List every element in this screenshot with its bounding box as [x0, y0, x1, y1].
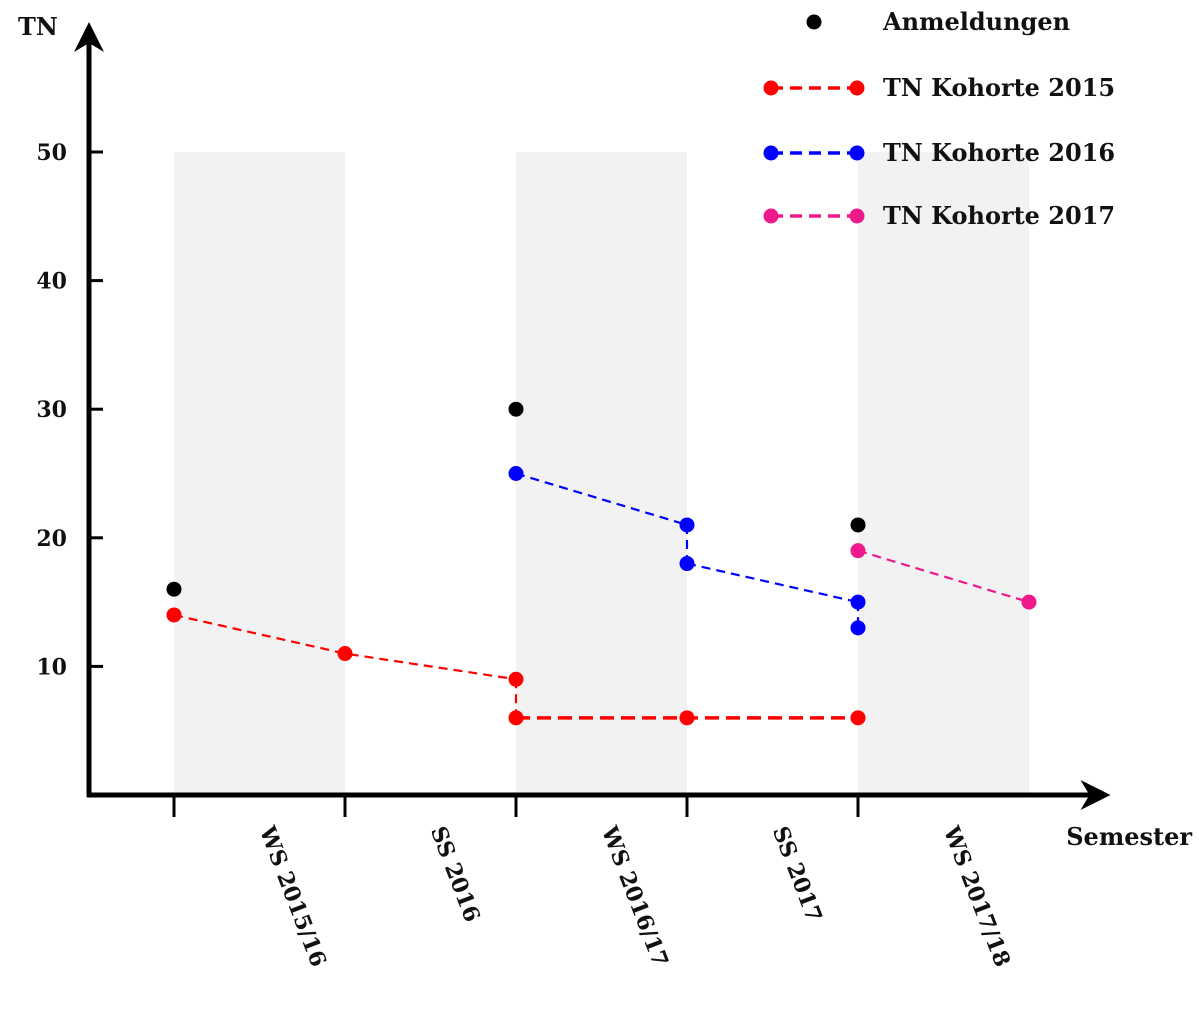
- y-tick-label-50: 50: [36, 140, 67, 166]
- legend-item-3: TN Kohorte 2017: [763, 201, 1115, 230]
- legend-marker-start-3: [763, 208, 779, 224]
- band-0: [174, 152, 345, 795]
- legend-label-3: TN Kohorte 2017: [883, 201, 1115, 230]
- legend-marker-end-2: [849, 145, 865, 161]
- y-tick-label-20: 20: [36, 526, 67, 552]
- series-1-point-5: [850, 710, 866, 726]
- legend-label-0: Anmeldungen: [882, 7, 1070, 36]
- legend: Anmeldungen TN Kohorte 2015 TN Kohorte 201…: [763, 7, 1115, 230]
- x-tick-label-0: WS 2015/16: [254, 822, 332, 971]
- legend-marker-0: [806, 14, 822, 30]
- legend-item-0: Anmeldungen: [806, 7, 1070, 36]
- legend-label-1: TN Kohorte 2015: [883, 73, 1115, 102]
- series-2-point-1: [679, 517, 695, 533]
- x-tick-label-3: SS 2017: [767, 823, 827, 926]
- legend-item-2: TN Kohorte 2016: [763, 138, 1115, 167]
- x-axis-title: Semester: [1066, 822, 1192, 851]
- series-2-point-4: [850, 620, 866, 636]
- legend-item-1: TN Kohorte 2015: [763, 73, 1115, 102]
- series-3: [850, 543, 1037, 610]
- series-2-point-2: [679, 556, 695, 572]
- axes: [74, 22, 1111, 810]
- series-0-point-2: [850, 517, 866, 533]
- background-bands: [174, 152, 1029, 795]
- y-tick-label-30: 30: [36, 397, 67, 423]
- series-0-point-0: [166, 581, 182, 597]
- legend-marker-start-2: [763, 145, 779, 161]
- band-1: [516, 152, 687, 795]
- x-tick-label-2: WS 2016/17: [596, 822, 674, 971]
- y-tick-label-40: 40: [36, 269, 67, 295]
- series-1-point-0: [166, 607, 182, 623]
- series-2-point-3: [850, 594, 866, 610]
- series-3-point-1: [1021, 594, 1037, 610]
- legend-marker-end-1: [849, 80, 865, 96]
- series-1-segment-0: [173, 613, 517, 681]
- series-3-point-0: [850, 543, 866, 559]
- series-1-point-2: [508, 671, 524, 687]
- y-tick-label-10: 10: [36, 654, 67, 680]
- y-axis-title: TN: [18, 12, 58, 41]
- legend-marker-start-1: [763, 80, 779, 96]
- x-ticks: WS 2015/16 SS 2016 WS 2016/17 SS 2017 WS 201…: [172, 795, 1016, 971]
- y-ticks: 10 20 30 40 50: [36, 140, 103, 680]
- series-1-point-1: [337, 646, 353, 662]
- series-1: [166, 607, 866, 726]
- x-tick-label-1: SS 2016: [425, 823, 485, 926]
- series-2: [508, 466, 866, 636]
- legend-label-2: TN Kohorte 2016: [883, 138, 1115, 167]
- series-2-point-0: [508, 466, 524, 481]
- legend-marker-end-3: [849, 208, 865, 224]
- series-1-point-4: [679, 710, 695, 726]
- series-layer: [166, 401, 1037, 726]
- series-0-point-1: [508, 401, 524, 417]
- band-2: [858, 152, 1029, 795]
- series-1-point-3: [508, 710, 524, 726]
- series-2-segment-2: [686, 562, 859, 604]
- x-tick-label-4: WS 2017/18: [938, 822, 1016, 971]
- series-0: [166, 401, 866, 597]
